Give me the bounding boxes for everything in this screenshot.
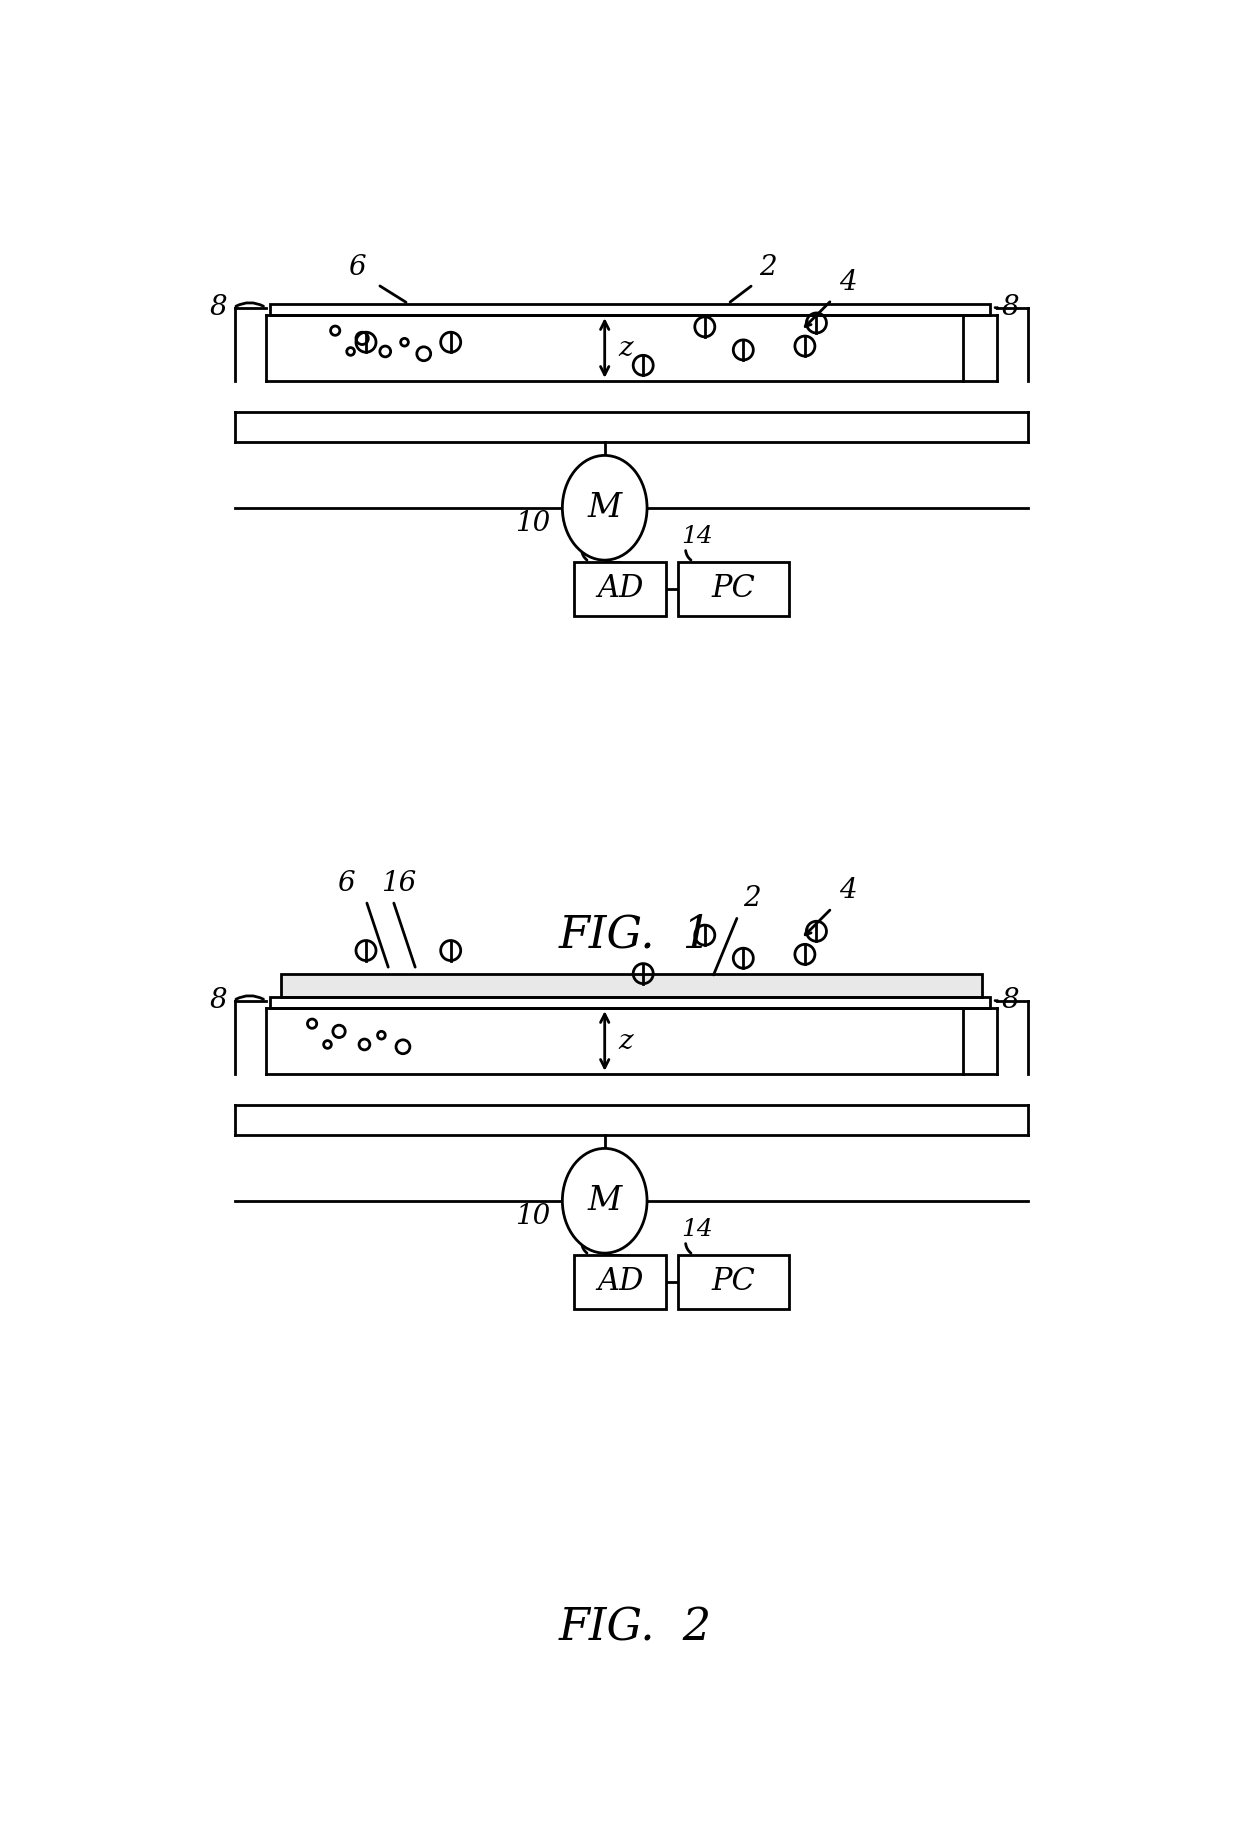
Text: M: M bbox=[588, 1186, 621, 1217]
Text: 4: 4 bbox=[839, 268, 857, 296]
Text: 14: 14 bbox=[682, 526, 713, 548]
Text: 12: 12 bbox=[578, 526, 610, 548]
Text: 14: 14 bbox=[682, 1219, 713, 1241]
Bar bbox=[270, 996, 990, 1009]
Text: 6: 6 bbox=[348, 254, 366, 281]
Text: 16: 16 bbox=[382, 869, 417, 897]
Bar bbox=[574, 562, 666, 616]
Text: 4: 4 bbox=[839, 877, 857, 904]
Bar bbox=[270, 303, 990, 316]
Text: M: M bbox=[588, 493, 621, 524]
Text: 6: 6 bbox=[337, 869, 355, 897]
Text: FIG.  2: FIG. 2 bbox=[559, 1606, 712, 1651]
Ellipse shape bbox=[563, 456, 647, 561]
Text: AD: AD bbox=[596, 573, 644, 605]
Text: 8: 8 bbox=[210, 294, 227, 322]
Text: 2: 2 bbox=[743, 886, 761, 912]
Text: 2: 2 bbox=[759, 254, 776, 281]
Bar bbox=[574, 1255, 666, 1309]
Bar bbox=[678, 1255, 790, 1309]
Ellipse shape bbox=[563, 1149, 647, 1254]
Text: PC: PC bbox=[712, 1266, 755, 1298]
Text: z: z bbox=[619, 335, 634, 362]
Text: 8: 8 bbox=[1001, 294, 1019, 322]
Text: 8: 8 bbox=[1001, 987, 1019, 1015]
Text: 12: 12 bbox=[578, 1219, 610, 1241]
Text: 10: 10 bbox=[516, 1202, 551, 1230]
Bar bbox=[678, 562, 790, 616]
Text: 10: 10 bbox=[516, 509, 551, 537]
FancyBboxPatch shape bbox=[281, 974, 982, 996]
Text: 8: 8 bbox=[210, 987, 227, 1015]
Text: z: z bbox=[619, 1027, 634, 1055]
Text: AD: AD bbox=[596, 1266, 644, 1298]
Text: PC: PC bbox=[712, 573, 755, 605]
Text: FIG.  1: FIG. 1 bbox=[559, 913, 712, 958]
